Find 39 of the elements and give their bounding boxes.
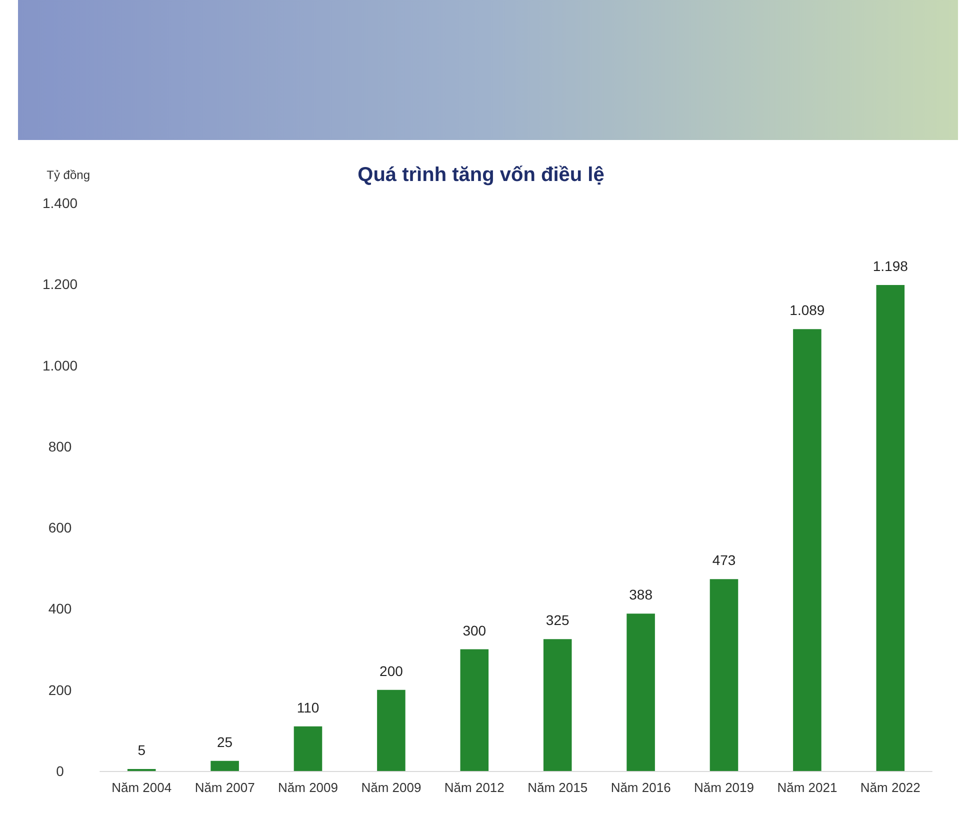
x-tick-label: Năm 2016: [610, 780, 671, 795]
x-tick-label: Năm 2009: [361, 780, 422, 795]
x-tick-label: Năm 2019: [694, 780, 754, 795]
bar: [626, 614, 655, 771]
y-axis-title: Tỷ đồng: [46, 168, 90, 182]
bar: [793, 329, 822, 771]
chart-title: Quá trình tăng vốn điều lệ: [358, 164, 604, 186]
bar: [210, 760, 239, 771]
x-tick-label: Năm 2007: [194, 780, 255, 795]
data-label: 300: [462, 622, 486, 638]
y-tick-label: 800: [48, 438, 72, 454]
y-tick-label: 200: [48, 682, 72, 698]
data-label: 388: [629, 586, 653, 603]
y-tick-label: 400: [48, 600, 72, 617]
bar: [710, 579, 738, 771]
y-tick-label: 600: [48, 520, 72, 536]
bar: [876, 284, 905, 771]
y-tick-label: 0: [56, 763, 64, 779]
data-label: 200: [380, 662, 404, 679]
x-tick-label: Năm 2022: [860, 780, 920, 795]
bar: [377, 690, 406, 771]
x-tick-label: Năm 2012: [444, 780, 504, 795]
bar: [543, 639, 572, 771]
y-tick-label: 1.400: [42, 195, 78, 211]
data-label: 110: [296, 699, 320, 716]
x-tick-label: Năm 2004: [112, 780, 172, 795]
x-tick-label: Năm 2021: [777, 780, 838, 795]
y-tick-label: 1.200: [42, 276, 78, 292]
data-label: 5: [138, 742, 146, 758]
x-tick-label: Năm 2015: [528, 780, 588, 795]
y-tick-label: 1.000: [42, 357, 78, 374]
data-label: 25: [217, 734, 233, 750]
bar: [460, 649, 489, 771]
bar: [294, 726, 322, 771]
data-label: 1.198: [872, 258, 908, 274]
data-label: 325: [546, 612, 570, 628]
data-label: 473: [712, 552, 736, 568]
data-label: 1.089: [790, 302, 825, 318]
x-tick-label: Năm 2009: [278, 780, 338, 795]
